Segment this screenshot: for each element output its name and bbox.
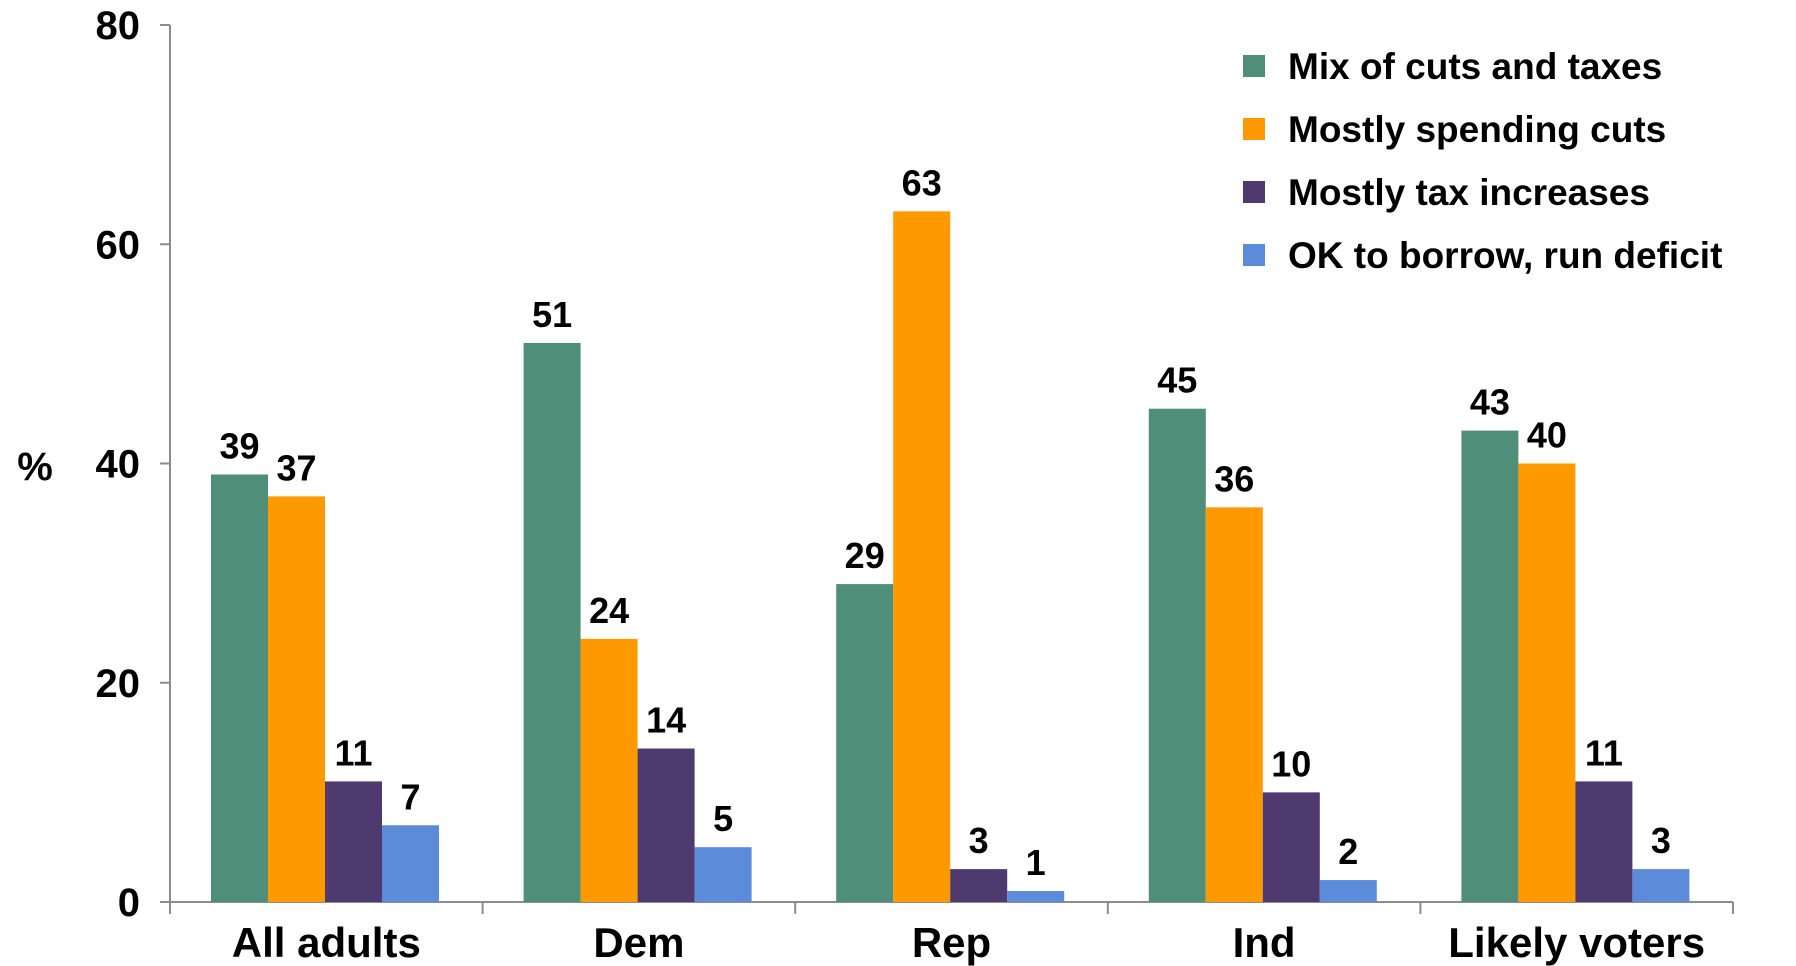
bar-value-label: 14 — [646, 700, 686, 741]
legend-label: Mostly tax increases — [1288, 172, 1650, 213]
bar-value-label: 11 — [1585, 732, 1623, 773]
bar — [580, 638, 638, 902]
bar — [1632, 869, 1690, 902]
bar — [950, 869, 1008, 902]
bar — [382, 825, 439, 902]
x-tick-label: Likely voters — [1448, 919, 1705, 966]
bar-value-label: 11 — [334, 732, 372, 773]
bar — [1461, 430, 1519, 902]
legend-swatch — [1243, 181, 1265, 203]
x-tick-label: All adults — [232, 919, 421, 966]
bar — [836, 584, 894, 902]
bar — [268, 496, 325, 902]
bar-value-label: 39 — [219, 425, 259, 466]
bar-value-label: 24 — [589, 590, 629, 631]
legend: Mix of cuts and taxes Mostly spending cut… — [1243, 46, 1722, 276]
bar-value-label: 36 — [1214, 458, 1254, 499]
bar-value-label: 37 — [276, 447, 316, 488]
bar-value-label: 7 — [400, 776, 420, 817]
bar — [1319, 880, 1377, 902]
bar — [523, 342, 581, 903]
y-tick-label: 0 — [118, 881, 140, 925]
bar-value-label: 10 — [1271, 743, 1311, 784]
legend-label: OK to borrow, run deficit — [1288, 235, 1722, 276]
bar — [694, 847, 752, 902]
bar-value-label: 45 — [1157, 360, 1197, 401]
bar-value-label: 63 — [902, 162, 942, 203]
x-tick-label: Dem — [593, 919, 684, 966]
bar-value-label: 40 — [1527, 415, 1567, 456]
legend-label: Mix of cuts and taxes — [1288, 46, 1662, 87]
x-tick-label: Rep — [912, 919, 991, 966]
x-tick-label: Ind — [1233, 919, 1296, 966]
bar-value-label: 2 — [1338, 831, 1358, 872]
bar-value-label: 3 — [969, 820, 989, 861]
bar-value-label: 43 — [1470, 382, 1510, 423]
bar — [1205, 507, 1263, 902]
y-tick-label: 20 — [96, 662, 141, 706]
legend-swatch — [1243, 118, 1265, 140]
bar-value-label: 51 — [532, 294, 572, 335]
bar — [893, 211, 951, 903]
bars-group — [211, 211, 1690, 903]
bar — [325, 781, 382, 902]
bar — [1518, 463, 1576, 902]
y-tick-label: 60 — [96, 223, 141, 267]
axes: 0 20 40 60 80 All adults Dem Rep Ind Likely voter… — [96, 4, 1734, 966]
bar — [211, 474, 268, 902]
bar-value-label: 5 — [713, 798, 733, 839]
legend-label: Mostly spending cuts — [1288, 109, 1666, 150]
y-tick-label: 40 — [96, 443, 141, 487]
bar-value-label: 1 — [1026, 842, 1046, 883]
bar — [1148, 408, 1206, 902]
bar — [1575, 781, 1633, 902]
bar-value-label: 3 — [1651, 820, 1671, 861]
bar — [1007, 891, 1065, 902]
y-tick-label: 80 — [96, 4, 141, 48]
legend-swatch — [1243, 55, 1265, 77]
bar-value-label: 29 — [845, 535, 885, 576]
bar — [1262, 792, 1320, 902]
legend-swatch — [1243, 244, 1265, 266]
y-axis-label: % — [17, 445, 53, 489]
bar — [637, 748, 695, 902]
